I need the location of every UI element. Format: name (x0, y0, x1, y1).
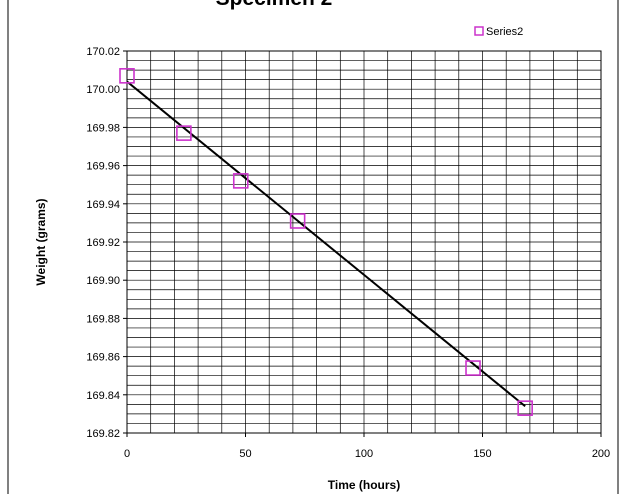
y-tick-label: 169.98 (86, 122, 120, 134)
y-tick-label: 169.86 (86, 352, 120, 364)
x-tick-label: 150 (473, 448, 491, 460)
data-point-series2 (289, 213, 306, 229)
y-tick-label: 170.00 (86, 84, 120, 96)
chart-frame (7, 0, 619, 499)
x-tick-label: 100 (355, 448, 373, 460)
y-tick-label: 169.84 (86, 390, 120, 402)
x-axis-label: Time (hours) (328, 478, 400, 492)
legend: Series2 (474, 26, 523, 38)
data-point-series2 (176, 125, 192, 141)
x-tick-label: 0 (124, 448, 130, 460)
data-layer (119, 68, 533, 416)
grid-layer (127, 51, 601, 433)
chart-title: Specimen 2 (216, 0, 333, 10)
legend-marker-series2 (474, 26, 484, 36)
trendline (126, 80, 526, 408)
y-tick-label: 170.02 (86, 46, 120, 58)
x-tick-label: 200 (592, 448, 610, 460)
y-axis-label: Weight (grams) (34, 198, 48, 285)
y-tick-label: 169.82 (86, 428, 120, 440)
data-point-series2 (517, 400, 533, 416)
x-tick-label: 50 (239, 448, 251, 460)
tick-layer: 169.82 169.84 169.86 169.88 169.90 169.92 169.… (86, 46, 610, 460)
y-tick-label: 169.90 (86, 275, 120, 287)
y-tick-label: 169.96 (86, 161, 120, 173)
data-point-series2 (232, 173, 249, 189)
y-tick-label: 169.88 (86, 313, 120, 325)
data-point-series2 (119, 68, 135, 84)
y-tick-label: 169.94 (86, 199, 120, 211)
legend-label-series2: Series2 (486, 26, 523, 38)
y-tick-label: 169.92 (86, 237, 120, 249)
data-point-series2 (465, 360, 481, 376)
